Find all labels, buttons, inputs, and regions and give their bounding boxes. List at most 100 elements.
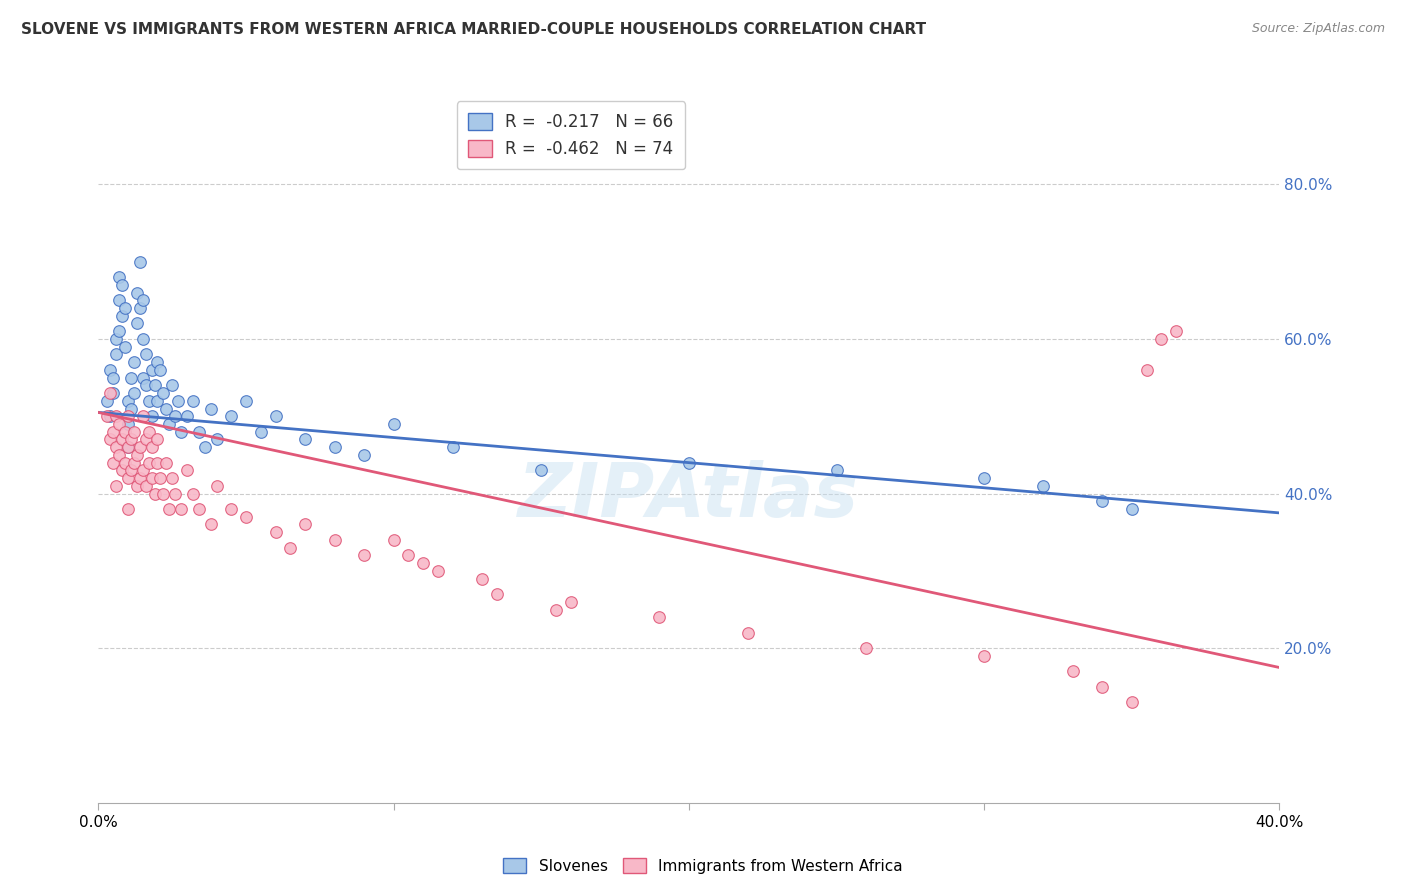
Point bbox=[176, 463, 198, 477]
Point bbox=[155, 401, 177, 416]
Point bbox=[170, 425, 193, 439]
Point bbox=[855, 641, 877, 656]
Point bbox=[111, 463, 134, 477]
Point bbox=[1135, 363, 1157, 377]
Point bbox=[117, 409, 139, 424]
Point bbox=[98, 433, 121, 447]
Point bbox=[155, 456, 177, 470]
Point bbox=[165, 486, 187, 500]
Point bbox=[135, 479, 157, 493]
Point bbox=[235, 393, 257, 408]
Point bbox=[973, 648, 995, 663]
Point bbox=[973, 471, 995, 485]
Point bbox=[143, 486, 166, 500]
Point bbox=[146, 433, 169, 447]
Point bbox=[264, 409, 287, 424]
Point bbox=[1062, 665, 1084, 679]
Legend: R =  -0.217   N = 66, R =  -0.462   N = 74: R = -0.217 N = 66, R = -0.462 N = 74 bbox=[457, 102, 685, 169]
Point bbox=[157, 417, 180, 431]
Point bbox=[111, 309, 134, 323]
Point bbox=[105, 332, 128, 346]
Point bbox=[117, 440, 139, 454]
Point bbox=[122, 386, 145, 401]
Point bbox=[108, 270, 131, 285]
Point bbox=[105, 347, 128, 361]
Point bbox=[427, 564, 450, 578]
Point bbox=[138, 425, 160, 439]
Point bbox=[165, 409, 187, 424]
Point bbox=[162, 471, 183, 485]
Point bbox=[141, 409, 163, 424]
Point bbox=[152, 386, 174, 401]
Text: ZIPAtlas: ZIPAtlas bbox=[519, 460, 859, 533]
Point bbox=[162, 378, 183, 392]
Point bbox=[825, 463, 848, 477]
Point bbox=[294, 433, 316, 447]
Point bbox=[205, 433, 228, 447]
Point bbox=[96, 409, 118, 424]
Point bbox=[1032, 479, 1054, 493]
Point bbox=[323, 533, 346, 547]
Point bbox=[737, 625, 759, 640]
Point bbox=[108, 324, 131, 338]
Legend: Slovenes, Immigrants from Western Africa: Slovenes, Immigrants from Western Africa bbox=[498, 852, 908, 880]
Point bbox=[1091, 494, 1114, 508]
Point bbox=[141, 440, 163, 454]
Point bbox=[187, 425, 209, 439]
Point bbox=[103, 386, 125, 401]
Point bbox=[353, 549, 375, 563]
Point bbox=[187, 502, 209, 516]
Point bbox=[353, 448, 375, 462]
Point bbox=[1121, 695, 1143, 709]
Point bbox=[117, 502, 139, 516]
Point bbox=[141, 471, 163, 485]
Point bbox=[382, 417, 405, 431]
Point bbox=[98, 386, 121, 401]
Point bbox=[128, 301, 150, 315]
Point bbox=[396, 549, 419, 563]
Point bbox=[412, 556, 434, 570]
Point bbox=[176, 409, 198, 424]
Point bbox=[441, 440, 464, 454]
Point bbox=[117, 393, 139, 408]
Point bbox=[103, 425, 125, 439]
Point bbox=[122, 355, 145, 369]
Point bbox=[117, 471, 139, 485]
Point bbox=[149, 471, 172, 485]
Point bbox=[1150, 332, 1173, 346]
Point bbox=[122, 456, 145, 470]
Point bbox=[194, 440, 217, 454]
Point bbox=[141, 363, 163, 377]
Point bbox=[135, 347, 157, 361]
Point bbox=[135, 378, 157, 392]
Point bbox=[120, 433, 142, 447]
Point bbox=[135, 433, 157, 447]
Point bbox=[219, 502, 242, 516]
Point bbox=[98, 363, 121, 377]
Point bbox=[323, 440, 346, 454]
Point bbox=[114, 425, 136, 439]
Point bbox=[200, 517, 222, 532]
Point bbox=[149, 363, 172, 377]
Point bbox=[1164, 324, 1187, 338]
Point bbox=[530, 463, 553, 477]
Point bbox=[146, 456, 169, 470]
Point bbox=[235, 509, 257, 524]
Point bbox=[560, 595, 582, 609]
Point bbox=[117, 440, 139, 454]
Point bbox=[181, 393, 204, 408]
Point bbox=[98, 409, 121, 424]
Point bbox=[1091, 680, 1114, 694]
Point bbox=[105, 479, 128, 493]
Point bbox=[138, 393, 160, 408]
Point bbox=[205, 479, 228, 493]
Text: SLOVENE VS IMMIGRANTS FROM WESTERN AFRICA MARRIED-COUPLE HOUSEHOLDS CORRELATION : SLOVENE VS IMMIGRANTS FROM WESTERN AFRIC… bbox=[21, 22, 927, 37]
Point bbox=[125, 479, 148, 493]
Point bbox=[114, 340, 136, 354]
Point bbox=[678, 456, 700, 470]
Point bbox=[200, 401, 222, 416]
Point bbox=[105, 409, 128, 424]
Point bbox=[125, 317, 148, 331]
Point bbox=[294, 517, 316, 532]
Point bbox=[111, 433, 134, 447]
